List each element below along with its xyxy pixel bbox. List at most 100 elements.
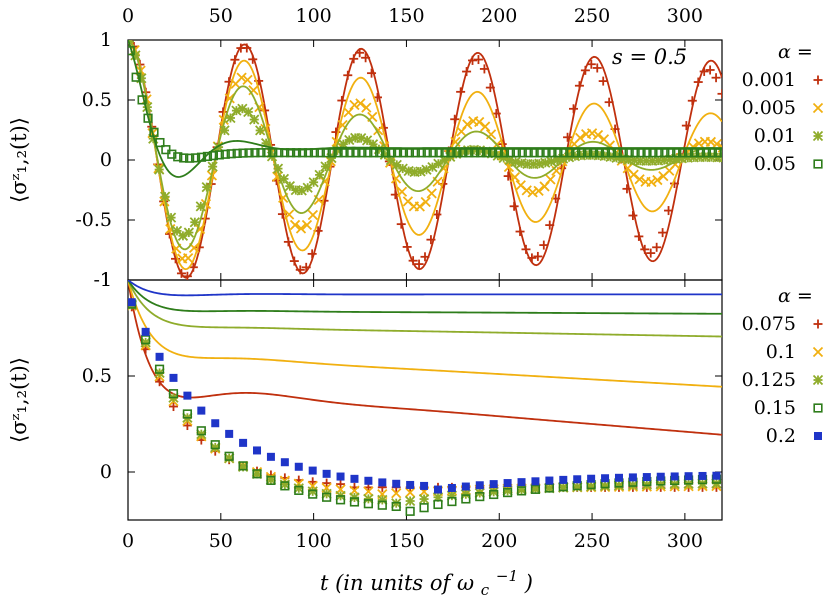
y-tick-label-bottom: 0.5	[82, 365, 112, 387]
point-top-0.005-b	[242, 74, 253, 86]
point-top-0.05	[404, 148, 415, 158]
legend-bottom: 0.075 0.1 0.125 0.15 0.2	[742, 313, 824, 447]
point-top-0.05	[149, 127, 159, 137]
point-bottom-0.15	[377, 500, 387, 510]
line-bottom-0.15	[128, 280, 722, 315]
point-bottom-0.2	[656, 472, 665, 481]
point-top-0.05	[143, 113, 153, 123]
point-top-0.005	[646, 176, 657, 188]
point-top-0.05	[238, 148, 248, 158]
bottom-panel-frame	[127, 279, 723, 521]
point-top-0.05	[719, 148, 722, 158]
point-top-0.05	[137, 95, 147, 105]
point-bottom-0.15	[238, 461, 248, 471]
point-bottom-0.2	[642, 473, 651, 482]
point-top-0.005	[634, 174, 645, 185]
point-top-0.05	[244, 148, 254, 158]
point-top-0.05	[274, 148, 284, 158]
point-bottom-0.125	[405, 495, 416, 507]
point-top-0.005	[301, 219, 313, 231]
line-top-0.05	[128, 40, 722, 178]
point-top-0.01	[154, 164, 165, 175]
point-bottom-0.1	[363, 486, 374, 497]
point-top-0.005-b	[283, 209, 295, 220]
point-top-0.05	[583, 148, 593, 158]
point-top-0.001	[295, 265, 305, 275]
point-top-0.001	[563, 132, 573, 142]
point-bottom-0.15	[516, 486, 527, 496]
top-panel-data	[128, 40, 722, 280]
point-top-0.05	[333, 148, 343, 158]
point-top-0.05	[535, 148, 545, 158]
point-top-0.005-b	[349, 99, 360, 111]
point-top-0.01	[225, 112, 236, 124]
point-top-0.05	[375, 148, 385, 158]
point-top-0.005-b	[646, 176, 657, 188]
point-bottom-0.2	[503, 479, 512, 488]
point-top-0.001	[545, 220, 555, 230]
legend-top-marker	[813, 159, 823, 169]
point-top-0.005-b	[545, 174, 556, 185]
point-top-0.005	[521, 185, 532, 196]
point-top-0.05	[666, 148, 676, 158]
point-top-0.05	[660, 148, 670, 158]
point-bottom-0.15	[182, 409, 193, 419]
point-top-0.05	[511, 148, 521, 158]
point-top-0.05	[565, 148, 575, 158]
line-bottom-0.125	[128, 280, 722, 338]
point-top-0.005-b	[420, 196, 431, 208]
x-tick-label-bottom: 0	[122, 530, 134, 552]
ylabel-top: ⟨σᶻ₁,₂(t)⟩	[7, 117, 31, 203]
point-bottom-0.2	[128, 298, 136, 307]
point-top-0.05	[434, 148, 444, 158]
point-top-0.05	[262, 148, 272, 158]
point-top-0.001	[580, 65, 590, 75]
point-top-0.005-b	[711, 138, 722, 150]
point-top-0.05	[185, 153, 195, 163]
point-top-0.05	[250, 148, 260, 158]
point-top-0.01	[183, 227, 195, 238]
point-top-0.001	[681, 121, 691, 131]
point-top-0.001	[307, 249, 317, 259]
point-top-0.01	[165, 212, 177, 223]
point-top-0.005-b	[693, 138, 705, 149]
line-bottom-0.1	[128, 280, 722, 388]
point-top-0.01-b	[718, 157, 722, 163]
point-top-0.005-b	[272, 171, 283, 182]
point-bottom-0.15	[224, 451, 234, 461]
point-top-0.05	[315, 148, 325, 158]
point-top-0.001	[646, 248, 656, 258]
point-top-0.01	[320, 161, 331, 172]
point-top-0.05	[196, 152, 207, 162]
point-top-0.001	[456, 87, 466, 97]
point-top-0.005-b	[295, 223, 307, 234]
point-top-0.005	[420, 196, 431, 208]
point-top-0.05	[612, 148, 622, 158]
point-top-0.005	[426, 188, 437, 199]
point-top-0.05	[321, 148, 331, 158]
point-top-0.005	[307, 209, 319, 221]
point-bottom-0.15	[419, 503, 429, 513]
point-top-0.05	[309, 148, 319, 158]
point-bottom-0.15	[433, 499, 443, 510]
point-top-0.05	[392, 148, 403, 158]
point-top-0.05	[190, 153, 201, 163]
point-top-0.05	[256, 148, 266, 158]
point-top-0.005	[462, 119, 473, 130]
legend-title-top: α =	[778, 41, 813, 63]
point-bottom-0.2	[141, 327, 150, 336]
point-top-0.005	[575, 132, 586, 144]
point-top-0.001	[592, 63, 602, 73]
point-bottom-0.1	[405, 487, 416, 498]
point-top-0.001	[337, 96, 347, 106]
point-top-0.001	[574, 81, 584, 91]
point-bottom-0.15	[308, 489, 318, 499]
point-bottom-0.2	[253, 446, 262, 455]
point-bottom-0.2	[712, 471, 721, 480]
point-top-0.005	[586, 128, 598, 139]
point-bottom-0.15	[461, 494, 471, 504]
point-top-0.001	[182, 271, 192, 280]
point-top-0.05	[547, 148, 557, 158]
legend-top-marker	[812, 130, 824, 142]
legend-bottom-label: 0.15	[754, 397, 796, 419]
